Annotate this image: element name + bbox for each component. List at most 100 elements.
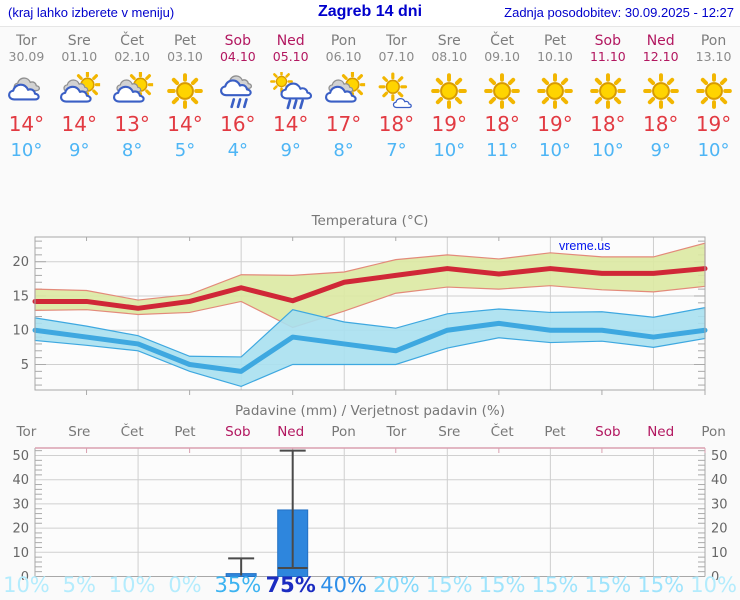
high-temperature: 18° [378,112,415,136]
day-date: 07.10 [378,49,415,64]
precip-day-label: Ned [277,424,305,440]
day-column-11.10[interactable]: Sob 11.10 18° 10° [581,28,634,173]
day-name: Ned [276,33,305,49]
low-temperature: 8° [121,140,143,161]
cloudy-weather-icon [4,72,48,110]
day-date: 05.10 [272,49,309,64]
precip-y-tick-label-left: 30 [12,497,29,512]
precip-y-tick-label-right: 50 [711,449,728,464]
precip-y-tick-label-right: 20 [711,522,728,537]
precip-y-tick-label-left: 40 [12,473,29,488]
day-column-13.10[interactable]: Pon 13.10 19° 10° [687,28,740,173]
vreme-us-watermark-link[interactable]: vreme.us [559,239,611,253]
sunny-weather-icon [692,72,736,110]
suncloud-weather-icon [110,72,154,110]
sunny-weather-icon [533,72,577,110]
precip-day-label: Sre [68,424,91,440]
low-temperature: 8° [333,140,354,161]
precip-y-tick-label-right: 40 [711,473,728,488]
day-column-09.10[interactable]: Čet 09.10 18° 11° [476,28,529,173]
precip-probability: 15% [584,573,632,597]
high-temperature: 13° [114,112,150,136]
precip-y-tick-label-left: 20 [12,522,29,537]
sunny-weather-icon [639,72,683,110]
precip-day-label: Pon [701,424,726,440]
precip-y-tick-label-right: 30 [711,497,728,512]
suncloud-weather-icon [322,72,366,110]
precip-day-label: Sob [225,424,251,440]
day-name: Tor [16,33,37,49]
precip-day-label: Pet [174,424,196,440]
precipitation-chart: 0 0 10 10 20 20 30 30 40 40 50 50 [12,447,728,580]
day-date: 10.10 [537,49,573,64]
day-column-08.10[interactable]: Sre 08.10 19° 10° [423,28,476,173]
low-temperature: 10° [539,140,571,161]
rain-weather-icon [216,72,260,110]
day-column-04.10[interactable]: Sob 04.10 16° 4° [211,28,264,173]
min-temperature-line [32,320,708,374]
low-temperature: 10° [591,140,624,161]
day-name: Pon [330,33,357,49]
low-temperature: 4° [227,140,249,161]
day-name: Pet [543,33,566,49]
day-column-02.10[interactable]: Čet 02.10 13° 8° [106,28,159,173]
day-column-10.10[interactable]: Pet 10.10 19° 10° [529,28,582,173]
precip-day-label: Pet [544,424,566,440]
precip-probability: 10% [3,573,50,597]
precip-y-tick-label-left: 10 [12,546,29,561]
precip-day-label: Sob [595,424,621,440]
day-date: 01.10 [61,49,98,64]
day-column-30.09[interactable]: Tor 30.09 14° 10° [0,28,53,173]
precip-day-label: Ned [647,424,675,440]
high-temperature: 18° [484,112,520,136]
precip-probability: 40% [320,573,367,597]
sunsmallcloud-weather-icon [374,72,418,110]
day-name: Ned [646,33,675,49]
day-name: Sob [594,33,622,49]
precip-y-tick-label-right: 0 [711,570,719,580]
last-update-text: Zadnja posodobitev: 30.09.2025 - 12:27 [504,5,734,20]
low-temperature: 10° [697,140,730,161]
day-date: 13.10 [695,49,732,64]
page-title: Zagreb 14 dni [317,3,423,20]
precip-day-label: Čet [490,424,514,440]
precip-probability: 15% [531,573,579,597]
suncloud-weather-icon [57,72,101,110]
day-column-07.10[interactable]: Tor 07.10 18° 7° [370,28,423,173]
sunny-weather-icon [427,72,471,110]
high-temperature: 19° [431,112,467,136]
precip-y-tick-label-left: 50 [12,449,29,464]
sunny-weather-icon [480,72,524,110]
precip-day-label: Tor [16,424,37,440]
day-column-12.10[interactable]: Ned 12.10 18° 9° [634,28,687,173]
precip-day-label: Čet [120,424,144,440]
temp-plot [32,236,708,395]
day-column-06.10[interactable]: Pon 06.10 17° 8° [317,28,370,173]
day-column-03.10[interactable]: Pet 03.10 14° 5° [159,28,212,173]
precip-probability: 15% [637,573,685,597]
day-date: 11.10 [589,49,626,64]
temp-y-tick-label: 5 [21,358,29,373]
day-date: 30.09 [8,49,45,64]
temp-y-tick-label: 10 [12,324,29,339]
location-menu-note: (kraj lahko izberete v meniju) [8,5,175,20]
low-temperature: 10° [433,140,466,161]
precip-probability: 15% [478,573,526,597]
precip-probability: 10% [108,573,156,597]
day-name: Pon [700,33,727,49]
precip-day-label: Tor [386,424,407,440]
low-temperature: 9° [280,140,301,161]
day-column-01.10[interactable]: Sre 01.10 14° 9° [53,28,106,173]
day-name: Sre [437,33,461,49]
precip-day-label-row: Tor Sre Čet Pet Sob Ned Pon Tor Sre Čet Pet Sob Ned P… [0,424,740,442]
precip-y-tick-label-left: 0 [21,570,29,580]
low-temperature: 7° [386,140,407,161]
day-column-05.10[interactable]: Ned 05.10 14° 9° [264,28,317,173]
day-date: 08.10 [431,49,468,64]
high-temperature: 16° [220,112,256,136]
precip-y-tick-label-right: 10 [711,546,728,561]
low-temperature: 9° [69,140,90,161]
temp-plot-border [34,236,706,391]
precip-probability-row: 10% 5% 10% 0% 35% 75% 40% 20% 15% 15% 15% 15% 15% 10% [0,573,740,600]
sunrain-weather-icon [269,72,313,110]
